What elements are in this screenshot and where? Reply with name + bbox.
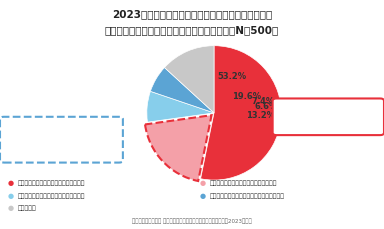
Text: ●: ●	[200, 193, 206, 199]
Text: 13.2%: 13.2%	[247, 111, 276, 120]
Text: 気にしているが、節電対策を実施しない: 気にしているが、節電対策を実施しない	[209, 180, 277, 186]
Text: ●: ●	[8, 180, 14, 186]
Text: わからない: わからない	[17, 206, 36, 211]
Text: 電気代を気にしている人の: 電気代を気にしている人の	[34, 119, 89, 128]
Text: 19.6%: 19.6%	[232, 92, 262, 101]
Text: 気にしていないから、節電対策を実施しない: 気にしていないから、節電対策を実施しない	[209, 193, 284, 199]
Wedge shape	[164, 46, 214, 113]
Text: 7.4%: 7.4%	[252, 97, 275, 106]
Text: ●: ●	[8, 205, 14, 211]
Text: 26.9%: 26.9%	[42, 148, 81, 158]
Text: 2023年の夏、自宅で過ごす上での電気代への意識と: 2023年の夏、自宅で過ごす上での電気代への意識と	[112, 9, 272, 19]
Text: うち節電対策を実施しない: うち節電対策を実施しない	[34, 131, 89, 140]
Text: 6.6%: 6.6%	[255, 102, 278, 112]
Text: ●: ●	[200, 180, 206, 186]
Text: ●: ●	[8, 193, 14, 199]
Text: 積水ハウス株式会社 住生活研究所「暑さ対策における節電調査（2023年）」: 積水ハウス株式会社 住生活研究所「暑さ対策における節電調査（2023年）」	[132, 219, 252, 224]
Text: 気にしているから、節電対策を実施する: 気にしているから、節電対策を実施する	[17, 180, 85, 186]
Wedge shape	[145, 115, 212, 181]
Wedge shape	[147, 91, 214, 122]
Text: 53.2%: 53.2%	[217, 72, 247, 81]
Wedge shape	[200, 46, 281, 180]
Text: 気にしていないが、節電対策を実施する: 気にしていないが、節電対策を実施する	[17, 193, 85, 199]
Text: 暑さ対策における節約のための節電実施予定（N＝500）: 暑さ対策における節約のための節電実施予定（N＝500）	[105, 25, 279, 35]
Wedge shape	[151, 68, 214, 113]
Text: 電気代を気にしている: 電気代を気にしている	[305, 103, 351, 112]
Text: 72.8%: 72.8%	[307, 117, 350, 130]
